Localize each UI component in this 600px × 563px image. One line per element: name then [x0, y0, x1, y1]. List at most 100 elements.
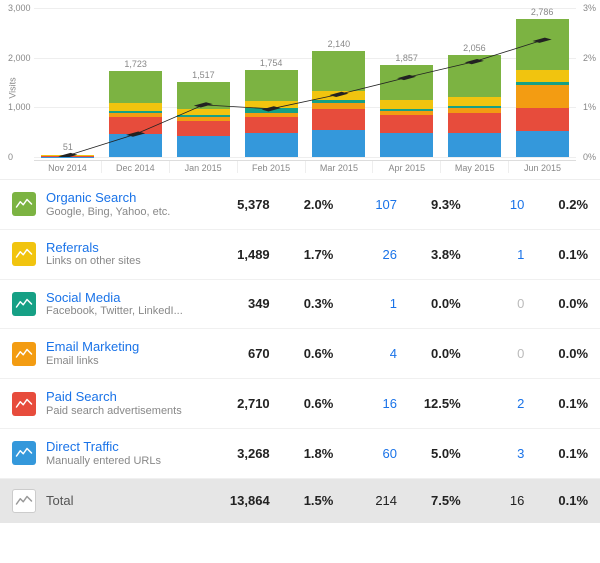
bar-segment-paid	[312, 109, 365, 130]
stacked-bar[interactable]: 1,723	[109, 71, 162, 157]
metric-col-6: 0.2%	[524, 197, 588, 212]
channel-subtitle: Paid search advertisements	[46, 405, 206, 418]
channel-subtitle: Links on other sites	[46, 255, 206, 268]
bar-segment-direct	[516, 131, 569, 157]
y-tick: 3,000	[8, 3, 31, 13]
metric-col-6: 0.1%	[524, 493, 588, 508]
chart-bars: 51 1,723 1,517 1,754 2,140 1,857 2,056 2,786	[34, 8, 576, 157]
metric-col-1: 349	[206, 296, 270, 311]
stacked-bar[interactable]: 1,517	[177, 82, 230, 157]
channel-row-direct[interactable]: Direct TrafficManually entered URLs3,268…	[0, 429, 600, 479]
stacked-bar[interactable]: 1,754	[245, 70, 298, 157]
bar-segment-referrals	[109, 103, 162, 110]
metric-col-5[interactable]: 2	[461, 396, 525, 411]
metric-col-5: 0	[461, 346, 525, 361]
bar-segment-referrals	[448, 97, 501, 106]
metric-col-4: 7.5%	[397, 493, 461, 508]
channel-row-social[interactable]: Social MediaFacebook, Twitter, LinkedI..…	[0, 280, 600, 330]
metric-col-3[interactable]: 26	[333, 247, 397, 262]
bar-segment-direct	[245, 133, 298, 157]
metric-col-5: 16	[461, 493, 525, 508]
metric-col-4: 0.0%	[397, 296, 461, 311]
bar-slot: 2,056	[441, 8, 509, 157]
metric-col-6: 0.1%	[524, 396, 588, 411]
channel-name[interactable]: Social Media	[46, 290, 206, 306]
channel-row-organic[interactable]: Organic SearchGoogle, Bing, Yahoo, etc.5…	[0, 180, 600, 230]
bar-segment-paid	[177, 121, 230, 136]
metric-col-6: 0.1%	[524, 247, 588, 262]
channel-row-paid[interactable]: Paid SearchPaid search advertisements2,7…	[0, 379, 600, 429]
total-row[interactable]: Total13,8641.5%2147.5%160.1%	[0, 479, 600, 523]
metric-col-6: 0.0%	[524, 296, 588, 311]
pulse-icon	[12, 392, 36, 416]
bar-segment-organic	[448, 55, 501, 97]
metric-col-3[interactable]: 107	[333, 197, 397, 212]
channel-row-email[interactable]: Email MarketingEmail links6700.6%40.0%00…	[0, 329, 600, 379]
metric-col-1: 670	[206, 346, 270, 361]
channel-name[interactable]: Paid Search	[46, 389, 206, 405]
bar-segment-organic	[177, 82, 230, 109]
x-tick: Jan 2015	[170, 161, 238, 173]
bar-segment-paid	[380, 115, 433, 133]
channel-subtitle: Google, Bing, Yahoo, etc.	[46, 206, 206, 219]
visits-chart: Visits 51 1,723 1,517 1,754 2,140 1,857 2,056 2…	[0, 0, 600, 175]
metric-col-3[interactable]: 60	[333, 446, 397, 461]
chart-plot-area: 51 1,723 1,517 1,754 2,140 1,857 2,056 2,786	[34, 8, 576, 157]
bar-slot: 1,517	[170, 8, 238, 157]
bar-segment-organic	[516, 19, 569, 70]
metric-col-4: 0.0%	[397, 346, 461, 361]
channel-name[interactable]: Referrals	[46, 240, 206, 256]
stacked-bar[interactable]: 1,857	[380, 65, 433, 157]
metric-col-2: 1.8%	[270, 446, 334, 461]
y-axis-label: Visits	[8, 77, 18, 98]
channel-name[interactable]: Direct Traffic	[46, 439, 206, 455]
metric-col-3: 214	[333, 493, 397, 508]
stacked-bar[interactable]: 2,786	[516, 19, 569, 157]
metric-col-1: 13,864	[206, 493, 270, 508]
y-tick-right: 2%	[583, 53, 596, 63]
pulse-icon	[12, 441, 36, 465]
channel-name[interactable]: Organic Search	[46, 190, 206, 206]
metric-col-4: 3.8%	[397, 247, 461, 262]
x-tick: Mar 2015	[306, 161, 374, 173]
bar-slot: 2,786	[508, 8, 576, 157]
stacked-bar[interactable]: 2,140	[312, 51, 365, 157]
bar-segment-paid	[245, 117, 298, 133]
channel-subtitle: Facebook, Twitter, LinkedI...	[46, 305, 206, 318]
stacked-bar[interactable]: 2,056	[448, 55, 501, 157]
metric-col-4: 9.3%	[397, 197, 461, 212]
metric-col-1: 3,268	[206, 446, 270, 461]
bar-segment-organic	[109, 71, 162, 103]
bar-segment-referrals	[380, 100, 433, 108]
bar-segment-paid	[448, 113, 501, 132]
channel-label: Email MarketingEmail links	[46, 339, 206, 368]
bar-segment-direct	[448, 133, 501, 157]
channel-row-referrals[interactable]: ReferralsLinks on other sites1,4891.7%26…	[0, 230, 600, 280]
y-tick: 1,000	[8, 102, 31, 112]
bar-total-label: 2,786	[531, 7, 554, 17]
bar-segment-direct	[380, 133, 433, 157]
y-tick-right: 3%	[583, 3, 596, 13]
channel-name[interactable]: Email Marketing	[46, 339, 206, 355]
y-tick: 2,000	[8, 53, 31, 63]
metric-col-5[interactable]: 1	[461, 247, 525, 262]
metric-col-5[interactable]: 3	[461, 446, 525, 461]
channels-table: Organic SearchGoogle, Bing, Yahoo, etc.5…	[0, 179, 600, 523]
metric-col-3[interactable]: 4	[333, 346, 397, 361]
metric-col-2: 0.6%	[270, 396, 334, 411]
x-tick: Nov 2014	[34, 161, 102, 173]
metric-col-2: 0.6%	[270, 346, 334, 361]
stacked-bar[interactable]: 51	[41, 154, 94, 157]
metric-col-3[interactable]: 1	[333, 296, 397, 311]
bar-segment-paid	[516, 108, 569, 131]
pulse-icon	[12, 342, 36, 366]
bar-segment-referrals	[516, 70, 569, 82]
metric-col-3[interactable]: 16	[333, 396, 397, 411]
x-tick: Dec 2014	[102, 161, 170, 173]
metric-col-5[interactable]: 10	[461, 197, 525, 212]
bar-slot: 2,140	[305, 8, 373, 157]
bar-total-label: 51	[63, 142, 73, 152]
pulse-icon	[12, 292, 36, 316]
metric-col-6: 0.0%	[524, 346, 588, 361]
channel-label: Total	[46, 493, 206, 509]
